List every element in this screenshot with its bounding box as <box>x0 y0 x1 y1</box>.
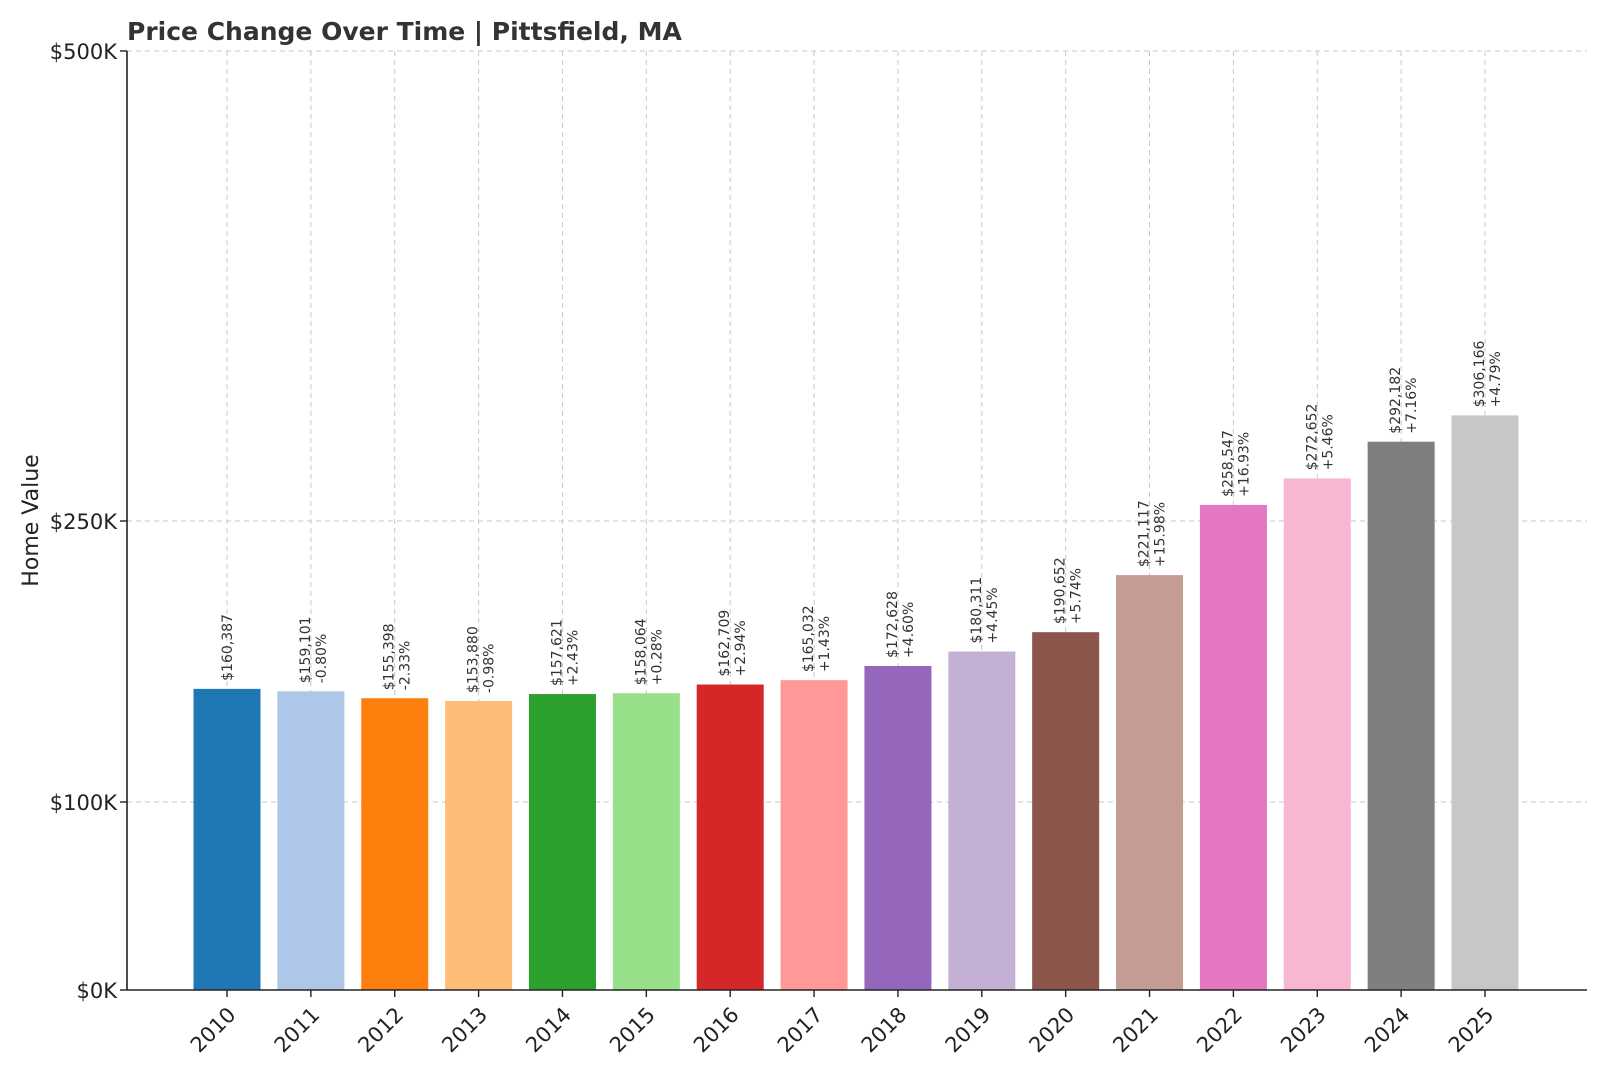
value-label-2014: $157,621 <box>549 619 565 686</box>
x-tick-label: 2023 <box>1276 1003 1331 1058</box>
bar-2024 <box>1367 441 1435 990</box>
bar-2017 <box>780 680 848 990</box>
x-tick-label: 2018 <box>857 1003 912 1058</box>
x-tick-label: 2016 <box>689 1003 744 1058</box>
change-label-2013: -0.98% <box>482 644 498 694</box>
y-tick-labels: $0K $100K $250K $500K <box>50 40 127 1003</box>
value-label-2024: $292,182 <box>1388 367 1404 434</box>
change-label-2017: +1.43% <box>817 616 833 672</box>
x-tick-label: 2012 <box>354 1003 409 1058</box>
bar-2016 <box>696 684 764 990</box>
x-tick-label: 2024 <box>1360 1003 1415 1058</box>
y-tick-label: $0K <box>77 979 119 1003</box>
x-tick-label: 2011 <box>270 1003 325 1058</box>
y-axis-title: Home Value <box>19 454 44 586</box>
bar-2011 <box>277 691 345 990</box>
value-label-2016: $162,709 <box>717 610 733 677</box>
bar-2013 <box>445 701 513 990</box>
value-label-2015: $158,064 <box>633 618 649 685</box>
y-tick-label: $500K <box>50 40 118 64</box>
change-label-2019: +4.45% <box>985 587 1001 643</box>
x-tick-label: 2015 <box>605 1003 660 1058</box>
bar-2014 <box>528 694 596 990</box>
change-label-2016: +2.94% <box>733 620 749 676</box>
bar-2022 <box>1199 504 1267 990</box>
value-label-2011: $159,101 <box>298 616 314 683</box>
value-label-2010: $160,387 <box>220 614 236 681</box>
x-tick-label: 2021 <box>1108 1003 1163 1058</box>
change-label-2024: +7.16% <box>1404 377 1420 433</box>
change-label-2020: +5.74% <box>1069 568 1085 624</box>
change-label-2012: -2.33% <box>398 641 414 691</box>
chart-title: Price Change Over Time | Pittsfield, MA <box>127 17 682 46</box>
bar-2015 <box>612 693 680 990</box>
value-label-2023: $272,652 <box>1304 404 1320 471</box>
change-label-2023: +5.46% <box>1320 414 1336 470</box>
x-tick-label: 2020 <box>1024 1003 1079 1058</box>
change-label-2018: +4.60% <box>901 602 917 658</box>
bar-2018 <box>864 665 932 990</box>
change-label-2015: +0.28% <box>649 629 665 685</box>
bar-2021 <box>1116 575 1184 990</box>
data-labels: $160,387 $159,101 -0.80% $155,398 -2.33% $153… <box>220 341 1504 694</box>
value-label-2025: $306,166 <box>1472 341 1488 408</box>
value-label-2019: $180,311 <box>969 577 985 644</box>
change-label-2021: +15.98% <box>1153 502 1169 567</box>
x-tick-label: 2025 <box>1444 1003 1499 1058</box>
value-label-2017: $165,032 <box>801 605 817 672</box>
change-label-2014: +2.43% <box>565 630 581 686</box>
x-tick-label: 2017 <box>773 1003 828 1058</box>
x-tick-label: 2014 <box>521 1003 576 1058</box>
bar-2012 <box>361 698 429 990</box>
y-tick-label: $100K <box>50 791 118 815</box>
bar-2025 <box>1451 415 1519 990</box>
value-label-2021: $221,117 <box>1137 500 1153 567</box>
change-label-2022: +16.93% <box>1236 432 1252 497</box>
value-label-2013: $153,880 <box>466 626 482 693</box>
value-label-2022: $258,547 <box>1220 430 1236 497</box>
bars-layer <box>193 415 1519 990</box>
x-tick-label: 2019 <box>941 1003 996 1058</box>
bar-2023 <box>1283 478 1351 990</box>
x-tick-label: 2022 <box>1192 1003 1247 1058</box>
y-tick-label: $250K <box>50 510 118 534</box>
value-label-2020: $190,652 <box>1053 557 1069 624</box>
x-tick-label: 2010 <box>186 1003 241 1058</box>
change-label-2025: +4.79% <box>1488 351 1504 407</box>
x-tick-label: 2013 <box>437 1003 492 1058</box>
value-label-2012: $155,398 <box>382 623 398 690</box>
bar-2010 <box>193 688 261 990</box>
x-tick-labels: 2010 2011 2012 2013 2014 2015 2016 2017 2018 2019… <box>186 990 1499 1057</box>
bar-2019 <box>948 651 1016 990</box>
change-label-2011: -0.80% <box>314 634 330 684</box>
bar-2020 <box>1032 632 1100 990</box>
value-label-2018: $172,628 <box>885 591 901 658</box>
